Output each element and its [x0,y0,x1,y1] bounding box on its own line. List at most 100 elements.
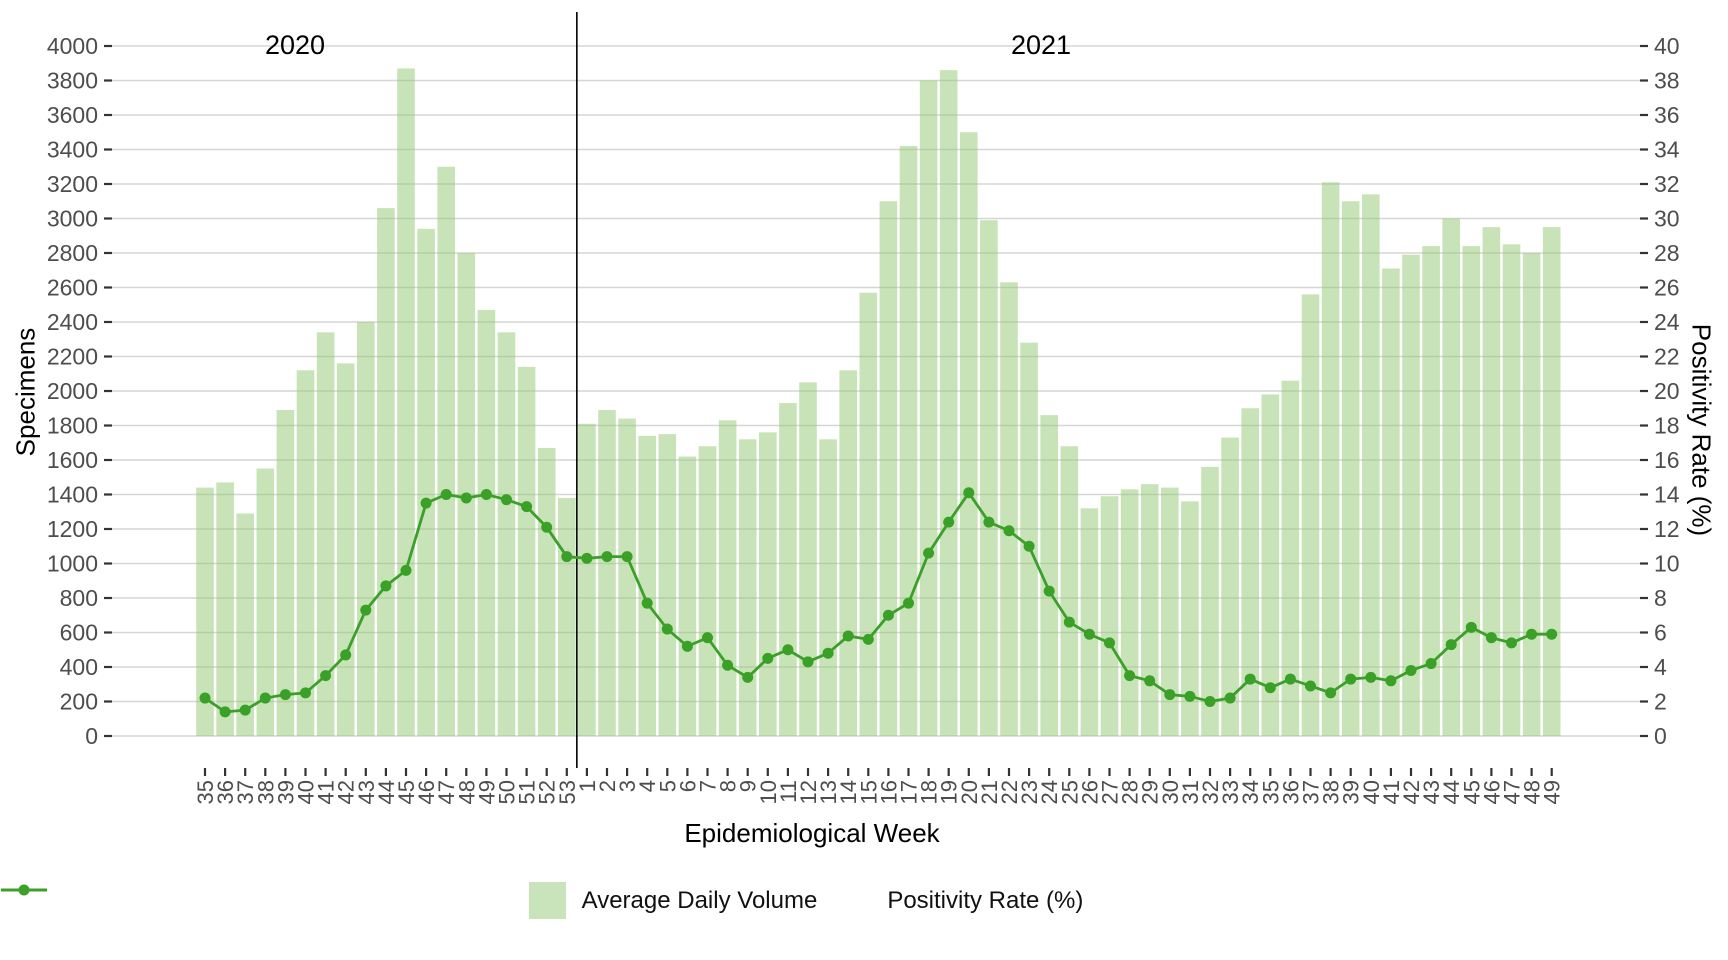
bar-week-33 [1221,437,1239,736]
y-tick-label-left: 3400 [47,137,98,163]
rate-point-week-38 [259,692,271,704]
bar-week-7 [698,446,717,736]
x-tick-label-week-53: 53 [555,780,580,804]
rate-point-week-45 [400,564,412,576]
rate-point-week-43 [1425,658,1437,670]
rate-point-week-17 [903,597,914,609]
x-tick-label-week-26: 26 [1077,780,1102,804]
x-tick-label-week-2: 2 [595,780,620,792]
bar-week-4 [638,435,656,736]
rate-point-week-14 [842,630,854,642]
bar-week-39 [276,409,295,736]
bar-week-18 [919,80,938,736]
x-tick-label-week-17: 17 [897,780,922,804]
rate-point-week-44 [380,580,392,592]
bar-week-42 [336,363,355,736]
x-tick-label-week-38: 38 [1319,780,1344,804]
bar-week-19 [939,70,958,736]
rate-point-week-38 [1325,687,1337,699]
rate-point-week-1 [581,552,593,564]
bar-week-46 [417,228,435,736]
x-tick-label-week-37: 37 [233,780,258,804]
rate-point-week-40 [1365,671,1377,683]
x-tick-label-week-16: 16 [876,780,901,804]
rate-point-week-9 [742,671,754,683]
x-tick-label-week-44: 44 [374,780,399,804]
y-tick-label-left: 3000 [47,206,98,232]
x-tick-label-week-30: 30 [1158,780,1183,804]
x-tick-label-week-22: 22 [997,780,1022,804]
rate-point-week-27 [1104,637,1115,649]
bar-week-45 [397,68,415,737]
bar-week-27 [1100,496,1119,736]
y-tick-label-left: 3600 [47,102,98,128]
rate-point-week-49 [480,489,492,500]
bar-week-30 [1161,487,1179,736]
rate-point-week-30 [1164,689,1176,701]
bar-week-37 [236,513,254,736]
y-tick-label-left: 0 [85,723,98,749]
legend-label-rate: Positivity Rate (%) [887,886,1084,914]
bar-week-41 [1382,268,1400,736]
x-tick-label-week-5: 5 [655,780,680,792]
rate-point-week-48 [1526,628,1538,640]
bar-week-41 [316,332,335,736]
x-tick-label-week-19: 19 [937,780,962,804]
x-tick-label-week-29: 29 [1138,780,1163,804]
x-tick-label-week-7: 7 [696,780,721,792]
bar-week-15 [859,292,878,736]
rate-point-week-50 [501,494,512,506]
bar-week-9 [738,439,757,736]
y-tick-label-left: 2400 [47,309,98,335]
y-tick-label-left: 1600 [47,447,98,473]
rate-point-week-5 [661,623,673,635]
rate-point-week-51 [521,501,533,513]
bar-week-39 [1341,201,1360,736]
x-tick-label-week-20: 20 [957,780,982,804]
year-label-2020: 2020 [264,30,326,60]
rate-point-week-36 [1284,673,1296,685]
y-tick-label-right: 12 [1654,516,1680,542]
bar-week-24 [1040,415,1058,736]
rate-point-week-18 [923,547,935,559]
bar-week-35 [196,487,214,736]
rate-point-week-34 [1244,673,1256,685]
rate-point-week-22 [1003,525,1015,537]
year-label-2021: 2021 [1010,30,1072,60]
rate-point-week-47 [440,489,452,500]
x-tick-label-week-3: 3 [615,780,640,792]
y-tick-label-right: 6 [1654,620,1667,646]
bar-week-48 [1522,253,1541,736]
rate-point-week-42 [1405,664,1417,676]
rate-point-week-49 [1546,628,1558,640]
x-tick-label-week-13: 13 [816,780,841,804]
y-tick-label-left: 3800 [47,68,98,94]
y-tick-label-left: 1800 [47,413,98,439]
x-tick-label-week-9: 9 [736,780,761,792]
rate-point-week-24 [1043,585,1055,597]
x-tick-label-week-52: 52 [535,780,560,804]
x-tick-label-week-10: 10 [756,780,781,804]
y-tick-label-right: 24 [1654,309,1680,335]
rate-point-week-42 [340,649,352,661]
y-tick-label-left: 2200 [47,344,98,370]
x-tick-label-week-36: 36 [213,780,238,804]
x-tick-label-week-12: 12 [796,780,821,804]
x-tick-label-week-43: 43 [354,780,379,804]
bar-week-49 [1542,227,1561,736]
bar-week-25 [1060,446,1079,736]
x-tick-label-week-40: 40 [294,780,319,804]
x-tick-label-week-35: 35 [1258,780,1283,804]
x-tick-label-week-44: 44 [1439,780,1464,804]
bar-week-28 [1120,489,1139,736]
y-tick-label-left: 2800 [47,240,98,266]
bar-week-3 [618,418,636,736]
bar-week-32 [1201,466,1219,736]
bar-week-42 [1402,254,1420,736]
bar-week-16 [879,201,898,736]
y-tick-label-right: 32 [1654,171,1680,197]
bar-week-34 [1241,408,1259,736]
bar-week-52 [537,447,556,736]
rate-point-week-31 [1184,690,1196,702]
